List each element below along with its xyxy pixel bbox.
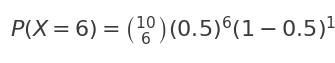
Text: $P(X = 6) = \binom{10}{6}(0.5)^{6}(1 - 0.5)^{10-6}$: $P(X = 6) = \binom{10}{6}(0.5)^{6}(1 - 0…	[10, 15, 335, 48]
